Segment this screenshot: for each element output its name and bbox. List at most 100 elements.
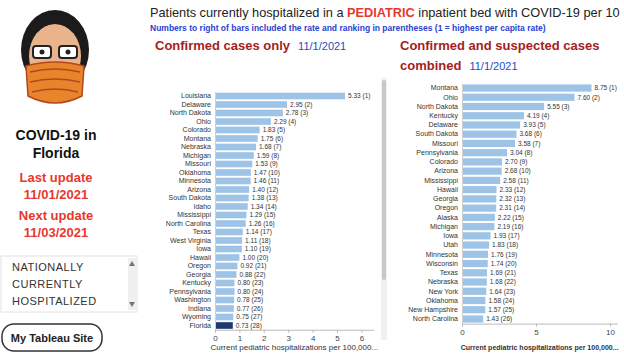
- category-tick: Georgia: [186, 271, 215, 279]
- data-label: 1.38 (13): [252, 194, 278, 202]
- value-axis-line: [463, 324, 618, 325]
- category-label: Oklahoma: [426, 297, 458, 304]
- category-tick: Oregon: [435, 204, 462, 212]
- button-frame[interactable]: [2, 324, 102, 351]
- chart-scrollbar: [381, 78, 387, 340]
- data-label: 2.31 (14): [499, 204, 525, 212]
- bar: [215, 280, 235, 287]
- bar: [462, 195, 496, 202]
- data-label: 1.29 (15): [249, 211, 275, 219]
- menu-item: HOSPITALIZED: [12, 295, 97, 307]
- bar: [462, 269, 487, 276]
- category-label: Arizona: [187, 186, 211, 193]
- category-label: Delaware: [181, 101, 211, 108]
- data-label: 1.47 (10): [254, 169, 280, 177]
- value-tick-mark: [215, 330, 216, 333]
- subtitle: Numbers to right of bars included the ra…: [150, 23, 546, 33]
- data-label: 1.83 (5): [263, 126, 285, 134]
- data-label: 8.75 (1): [595, 84, 617, 92]
- value-tick-mark: [337, 330, 338, 333]
- bar: [215, 101, 287, 108]
- value-tick-mark: [264, 330, 265, 333]
- category-tick: Mississippi: [424, 177, 462, 185]
- bar: [462, 158, 502, 165]
- chart-title-line: Confirmed cases only: [155, 38, 291, 53]
- chart: Confirmed cases only11/1/20215.33 (1)2.9…: [155, 38, 378, 352]
- bar: [215, 127, 260, 134]
- category-tick: Delaware: [428, 121, 462, 128]
- bar: [462, 84, 592, 91]
- category-tick: Oklahoma: [179, 169, 215, 176]
- value-tick-label: 0: [460, 328, 465, 337]
- tableau-site-button[interactable]: My Tableau Site: [2, 324, 102, 351]
- avatar-fringe: [27, 15, 83, 40]
- category-label: Montana: [184, 135, 211, 142]
- category-tick: Arizona: [434, 167, 462, 174]
- bar: [462, 232, 491, 239]
- data-label: 2.70 (9): [505, 158, 527, 166]
- category-label: Montana: [431, 84, 458, 91]
- bar: [462, 94, 574, 101]
- category-axis: LouisianaDelawareNorth DakotaOhioColorad…: [166, 92, 216, 330]
- category-tick: Ohio: [443, 93, 462, 100]
- button-label[interactable]: My Tableau Site: [11, 332, 93, 344]
- data-label: 0.92 (21): [240, 262, 266, 270]
- avatar: [2, 2, 110, 110]
- category-label: North Dakota: [170, 109, 211, 116]
- chart-date: 11/1/2021: [298, 40, 346, 52]
- bar: [215, 314, 233, 321]
- category-label: Hawaii: [190, 254, 211, 261]
- value-tick: 4: [311, 330, 316, 344]
- category-tick: West Virginia: [170, 237, 215, 245]
- bar: [215, 118, 271, 125]
- data-label: 3.58 (7): [518, 140, 540, 148]
- category-tick: Nebraska: [428, 278, 462, 285]
- bar: [462, 251, 488, 258]
- value-tick-mark: [313, 330, 314, 333]
- data-label: 0.88 (22): [239, 271, 265, 279]
- data-label: 2.32 (13): [499, 195, 525, 203]
- value-tick-mark: [536, 324, 537, 327]
- category-tick: Arizona: [187, 186, 215, 193]
- data-label: 2.22 (15): [498, 214, 524, 222]
- category-label: Minnesota: [179, 177, 211, 184]
- avatar-eye: [66, 50, 71, 55]
- value-tick-mark: [361, 330, 362, 333]
- category-tick: Missouri: [432, 140, 462, 147]
- bar: [215, 169, 251, 176]
- category-label: Colorado: [430, 158, 459, 165]
- category-label: North Carolina: [413, 315, 458, 322]
- bar: [462, 205, 496, 212]
- bars: [215, 93, 345, 329]
- menu-scrollbar: [128, 258, 136, 310]
- category-label: Arizona: [434, 167, 458, 174]
- bar: [215, 93, 345, 100]
- bar: [462, 223, 494, 230]
- category-tick: Oregon: [188, 262, 215, 270]
- category-tick: Montana: [431, 84, 462, 91]
- chart-title: Confirmed and suspected casescombined: [400, 38, 599, 73]
- data-label: 0.75 (27): [236, 313, 262, 321]
- bar: [462, 140, 515, 147]
- sidebar-text: 11/01/2021: [24, 187, 88, 202]
- bar: [462, 241, 489, 248]
- data-label: 1.26 (16): [249, 220, 275, 228]
- title: Patients currently hospitalized in a PED…: [150, 5, 620, 20]
- category-tick: Mississippi: [177, 211, 215, 219]
- value-tick: 1: [238, 330, 243, 344]
- category-label: Wisconsin: [426, 260, 458, 267]
- sidebar: COVID-19 inFloridaLast update11/01/2021N…: [1, 2, 137, 351]
- data-label: 1.58 (24): [488, 297, 514, 305]
- data-label: 1.46 (11): [254, 177, 280, 185]
- data-label: 1.40 (12): [252, 186, 278, 194]
- value-tick-mark: [462, 324, 463, 327]
- data-labels: 8.75 (1)7.60 (2)5.55 (3)4.19 (4)3.93 (5)…: [486, 84, 617, 323]
- axis-title: Current pediatric hospitalizations per 1…: [210, 343, 378, 352]
- bar: [215, 263, 237, 270]
- data-label: 1.69 (21): [490, 269, 516, 277]
- category-label: Florida: [190, 322, 212, 329]
- bars: [462, 84, 592, 322]
- category-label: South Dakota: [416, 130, 459, 137]
- category-label: North Carolina: [166, 220, 211, 227]
- category-label: Minnesota: [426, 251, 458, 258]
